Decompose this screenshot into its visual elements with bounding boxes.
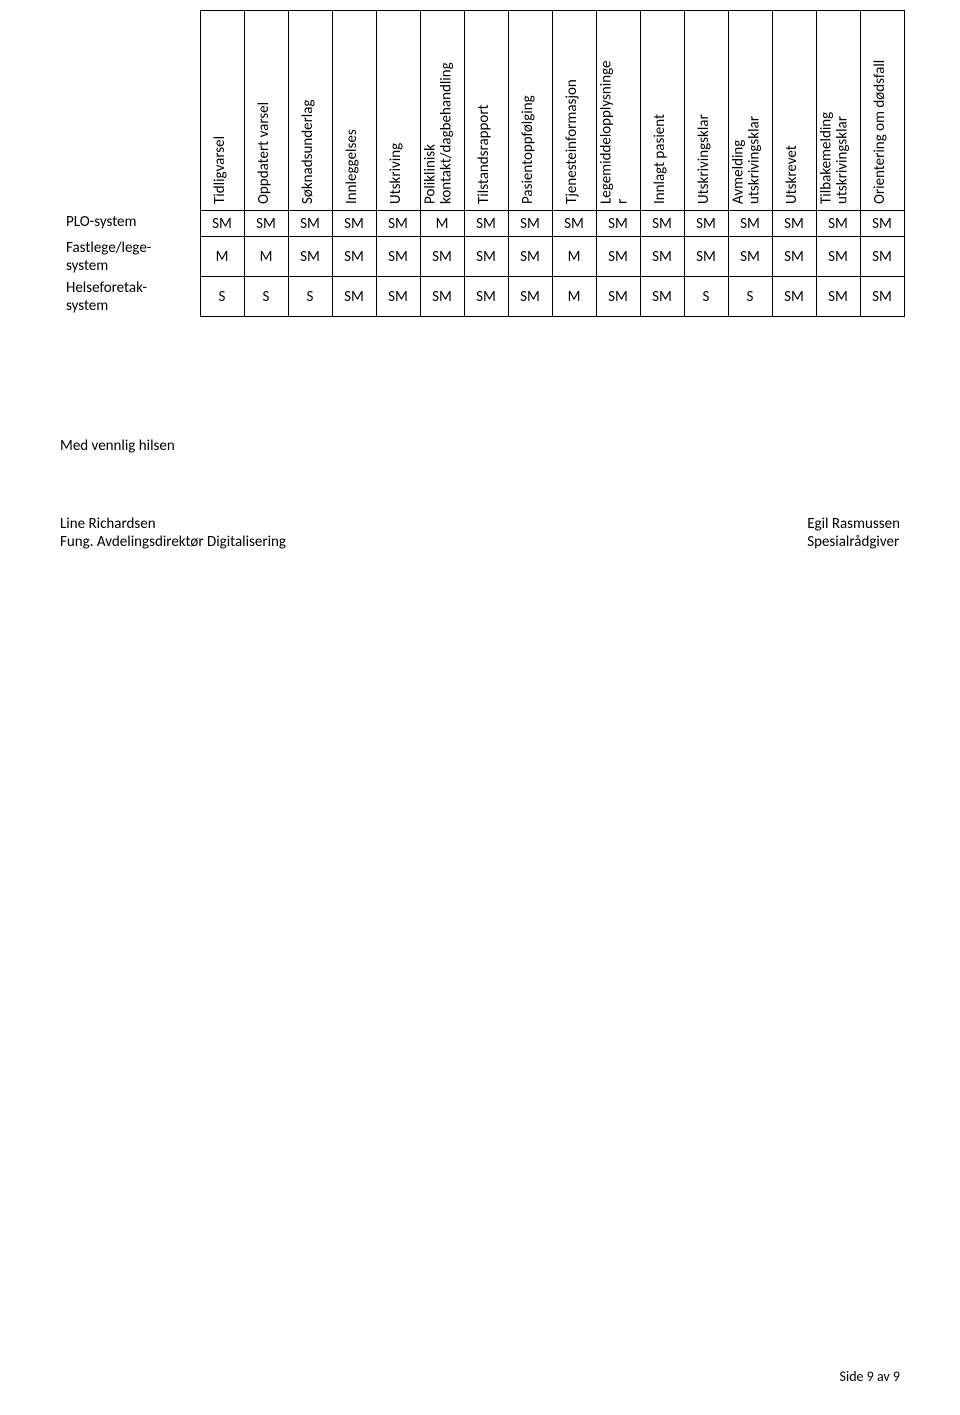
table-cell: SM [772,277,816,317]
row-label: PLO-system [60,211,200,237]
table-cell: SM [860,211,904,237]
column-label: Tilstandsrapport [475,104,493,204]
column-label: Orientering om dødsfall [871,60,889,204]
closing-text: Med vennlig hilsen [60,437,900,455]
row-label: Fastlege/lege-system [60,237,200,277]
signature-right-name: Egil Rasmussen [807,515,900,533]
column-label: Søknadsunderlag [299,100,317,205]
column-label: Avmeldingutskrivingsklar [730,116,764,204]
table-cell: SM [596,237,640,277]
table-cell: SM [332,277,376,317]
table-cell: M [200,237,244,277]
column-header: Utskrivingsklar [684,11,728,211]
column-header: Søknadsunderlag [288,11,332,211]
signature-left-name: Line Richardsen [60,515,286,533]
page-footer: Side 9 av 9 [840,1368,900,1385]
table-cell: SM [816,211,860,237]
table-cell: SM [508,277,552,317]
table-cell: SM [288,237,332,277]
column-label: Tidligvarsel [211,136,229,204]
table-cell: SM [376,277,420,317]
row-label: Helseforetak-system [60,277,200,317]
table-row: Fastlege/lege-systemMMSMSMSMSMSMSMMSMSMS… [60,237,904,277]
table-cell: S [728,277,772,317]
table-cell: SM [684,237,728,277]
column-sublabel: utskrivingsklar [746,116,764,204]
table-cell: SM [728,237,772,277]
table-cell: M [244,237,288,277]
table-cell: SM [728,211,772,237]
table-cell: SM [684,211,728,237]
column-label: Legemiddelopplysninger [598,61,632,205]
signature-left-title: Fung. Avdelingsdirektør Digitalisering [60,533,286,551]
matrix-table: Tidligvarsel Oppdatert varsel Søknadsunder… [60,10,905,317]
table-cell: SM [596,277,640,317]
column-header: Pasientoppfølging [508,11,552,211]
signature-right-title: Spesialrådgiver [807,533,900,551]
table-cell: SM [420,237,464,277]
column-header: Orientering om dødsfall [860,11,904,211]
column-header: Polikliniskkontakt/dagbehandling [420,11,464,211]
table-cell: SM [200,211,244,237]
column-label: Innlagt pasient [651,114,669,204]
table-cell: SM [640,237,684,277]
table-cell: SM [464,277,508,317]
column-header: Innlagt pasient [640,11,684,211]
column-label: Utskrevet [783,145,801,204]
table-cell: SM [816,237,860,277]
table-cell: SM [860,277,904,317]
table-cell: SM [596,211,640,237]
column-header: Tilbakemeldingutskrivingsklar [816,11,860,211]
column-header: Legemiddelopplysninger [596,11,640,211]
table-cell: SM [244,211,288,237]
column-sublabel: r [614,61,632,205]
table-cell: SM [332,211,376,237]
table-cell: SM [860,237,904,277]
column-header: Avmeldingutskrivingsklar [728,11,772,211]
column-sublabel: utskrivingsklar [834,112,852,204]
table-cell: S [684,277,728,317]
table-cell: SM [464,237,508,277]
column-header: Innleggelses [332,11,376,211]
column-header: Oppdatert varsel [244,11,288,211]
table-cell: M [420,211,464,237]
table-cell: SM [288,211,332,237]
table-row: PLO-systemSMSMSMSMSMMSMSMSMSMSMSMSMSMSMS… [60,211,904,237]
table-cell: S [288,277,332,317]
column-header: Tjenesteinformasjon [552,11,596,211]
table-cell: SM [772,237,816,277]
table-cell: SM [420,277,464,317]
table-cell: SM [332,237,376,277]
rowlabel-header [60,11,200,211]
table-cell: M [552,237,596,277]
column-header: Tilstandsrapport [464,11,508,211]
table-cell: M [552,277,596,317]
column-header: Utskriving [376,11,420,211]
column-label: Utskriving [387,143,405,204]
column-label: Oppdatert varsel [255,102,273,204]
table-cell: SM [464,211,508,237]
signature-block: Line Richardsen Fung. Avdelingsdirektør … [60,515,900,551]
table-cell: S [200,277,244,317]
column-header: Utskrevet [772,11,816,211]
column-label: Tilbakemeldingutskrivingsklar [818,112,852,204]
column-label: Tjenesteinformasjon [563,79,581,204]
column-header: Tidligvarsel [200,11,244,211]
column-label: Innleggelses [343,129,361,204]
table-cell: SM [376,237,420,277]
table-cell: SM [640,277,684,317]
column-sublabel: kontakt/dagbehandling [438,62,456,204]
table-cell: SM [816,277,860,317]
table-cell: SM [640,211,684,237]
table-cell: SM [376,211,420,237]
table-cell: SM [508,237,552,277]
column-label: Pasientoppfølging [519,95,537,204]
column-label: Polikliniskkontakt/dagbehandling [422,62,456,204]
column-label: Utskrivingsklar [695,114,713,204]
table-cell: SM [552,211,596,237]
table-cell: SM [772,211,816,237]
table-cell: SM [508,211,552,237]
table-cell: S [244,277,288,317]
table-row: Helseforetak-systemSSSSMSMSMSMSMMSMSMSSS… [60,277,904,317]
